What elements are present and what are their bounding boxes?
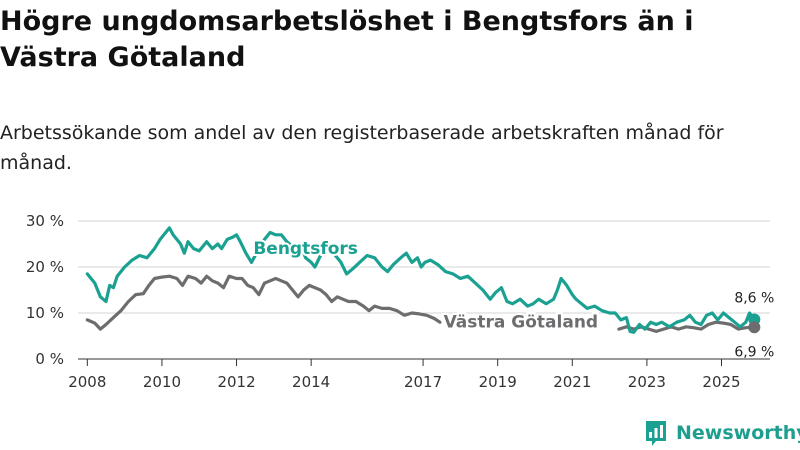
y-tick-label: 30 % <box>26 212 64 230</box>
x-tick-label: 2021 <box>553 373 591 391</box>
chart-title: Högre ungdomsarbetslöshet i Bengtsfors ä… <box>0 6 694 73</box>
x-tick-label: 2019 <box>479 373 517 391</box>
x-axis-ticks: 2008 2010 2012 2014 2017 2019 2021 2023 2025 <box>68 359 741 391</box>
series-label-bengtsfors: Bengtsfors <box>253 239 358 259</box>
end-label-bengtsfors: 8,6 % <box>734 290 774 306</box>
x-tick-label: 2017 <box>404 373 442 391</box>
x-tick-label: 2008 <box>68 373 106 391</box>
end-point-vastra-gotaland <box>748 321 761 334</box>
gridlines <box>78 220 770 314</box>
x-tick-label: 2014 <box>292 373 330 391</box>
series-line-vastra-gotaland <box>85 274 442 331</box>
y-tick-label: 20 % <box>26 258 64 276</box>
series-lines <box>85 226 756 334</box>
x-tick-label: 2010 <box>143 373 181 391</box>
newsworthy-logo: Newsworthy <box>644 418 800 448</box>
bar-chart-icon <box>646 421 666 446</box>
series-line-bengtsfors <box>85 226 756 334</box>
series-label-vastra-gotaland: Västra Götaland <box>444 313 599 333</box>
brand-name: Newsworthy <box>676 422 800 444</box>
end-label-vastra-gotaland: 6,9 % <box>734 344 774 360</box>
y-tick-label: 10 % <box>26 304 64 322</box>
chart-subtitle: Arbetssökande som andel av den registerb… <box>0 122 724 174</box>
x-tick-label: 2025 <box>702 373 740 391</box>
y-tick-label: 0 % <box>35 350 64 368</box>
x-tick-label: 2023 <box>628 373 666 391</box>
x-tick-label: 2012 <box>217 373 255 391</box>
y-axis-tick-labels: 0 % 10 % 20 % 30 % <box>26 212 64 368</box>
